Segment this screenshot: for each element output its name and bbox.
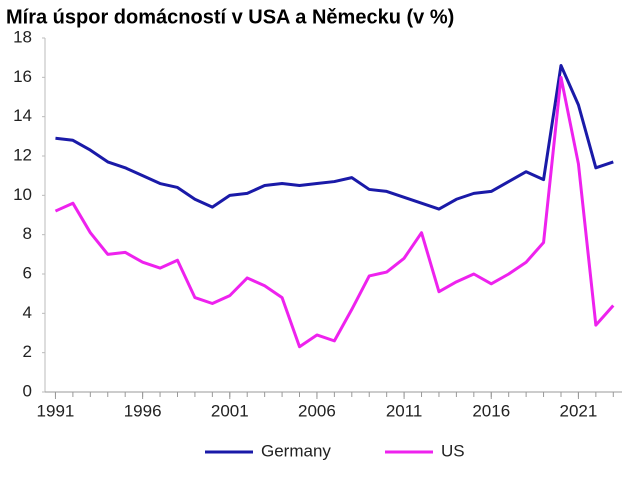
x-tick-label: 1996 [124, 401, 162, 420]
x-tick-label: 2011 [386, 401, 423, 420]
y-tick-label: 8 [23, 224, 32, 243]
x-tick-label: 2021 [560, 401, 598, 420]
series-line [55, 64, 614, 211]
x-tick-label: 1991 [37, 401, 75, 420]
legend-label: US [441, 441, 465, 460]
y-tick-label: 10 [13, 185, 32, 204]
y-tick-label: 16 [13, 67, 32, 86]
x-tick-label: 2016 [472, 401, 510, 420]
y-tick-label: 14 [13, 106, 32, 125]
series-line [54, 75, 615, 349]
legend-label: Germany [261, 441, 331, 460]
y-tick-label: 6 [23, 263, 32, 282]
y-tick-label: 12 [13, 145, 32, 164]
y-tick-label: 2 [23, 342, 32, 361]
y-tick-label: 0 [23, 381, 32, 400]
x-tick-label: 2001 [211, 401, 249, 420]
x-tick-label: 2006 [298, 401, 336, 420]
chart-title: Míra úspor domácností v USA a Německu (v… [6, 6, 454, 28]
y-tick-label: 4 [23, 303, 32, 322]
y-tick-label: 18 [13, 27, 32, 46]
